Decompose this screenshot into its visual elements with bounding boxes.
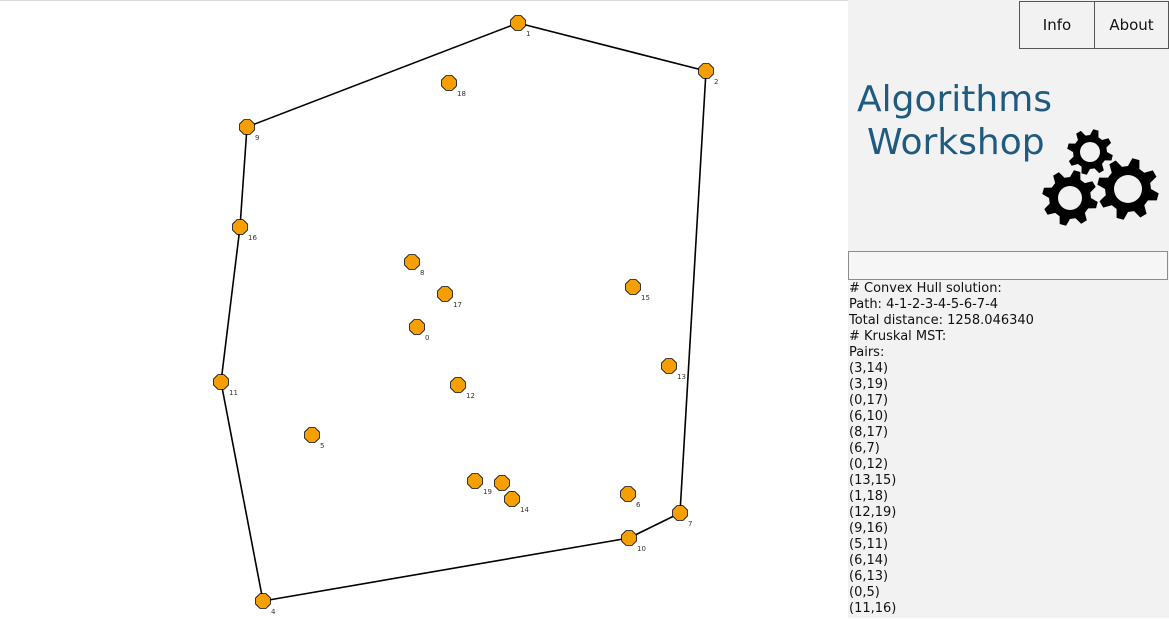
node-label-15: 15 (641, 294, 650, 302)
hull-edge-16-9 (239, 126, 248, 228)
output-line: (3,19) (849, 377, 889, 392)
node-label-14: 14 (520, 506, 529, 514)
graph-node-17[interactable] (437, 286, 453, 302)
graph-node-16[interactable] (232, 219, 248, 235)
output-line: (13,15) (849, 473, 897, 488)
output-line: (6,14) (849, 553, 889, 568)
output-line: (0,17) (849, 393, 889, 408)
node-label-9: 9 (255, 134, 259, 142)
graph-node-2[interactable] (698, 63, 714, 79)
app-title-line2: Workshop (867, 122, 1045, 163)
info-button[interactable]: Info (1019, 1, 1095, 49)
graph-node-14[interactable] (504, 491, 520, 507)
node-label-11: 11 (229, 389, 238, 397)
graph-node-4[interactable] (255, 593, 271, 609)
node-label-18: 18 (457, 90, 466, 98)
command-input[interactable] (848, 251, 1168, 280)
graph-node-6[interactable] (620, 486, 636, 502)
graph-node-7[interactable] (672, 505, 688, 521)
output-line: (0,5) (849, 585, 880, 600)
output-line: (3,14) (849, 361, 889, 376)
hull-edge-2-7 (679, 70, 707, 514)
hull-edge-10-4 (262, 537, 630, 602)
graph-node-1[interactable] (510, 15, 526, 31)
output-line: (9,16) (849, 521, 889, 536)
graph-node-3[interactable] (494, 475, 510, 491)
output-log: # Convex Hull solution: Path: 4-1-2-3-4-5… (849, 281, 1167, 617)
output-line: (0,12) (849, 457, 889, 472)
hull-edge-1-2 (517, 22, 707, 72)
graph-node-15[interactable] (625, 279, 641, 295)
output-line: (6,13) (849, 569, 889, 584)
node-label-19: 19 (483, 488, 492, 496)
output-line: (1,18) (849, 489, 889, 504)
hull-edge-11-16 (220, 226, 241, 383)
graph-node-9[interactable] (239, 119, 255, 135)
graph-node-5[interactable] (304, 427, 320, 443)
node-label-7: 7 (688, 520, 692, 528)
output-line: (12,19) (849, 505, 897, 520)
node-label-6: 6 (636, 501, 641, 509)
node-label-8: 8 (420, 269, 424, 277)
node-label-16: 16 (248, 234, 257, 242)
output-line: # Kruskal MST: (849, 329, 947, 344)
graph-node-0[interactable] (409, 319, 425, 335)
output-line: Pairs: (849, 345, 885, 360)
output-line: (8,17) (849, 425, 889, 440)
node-label-13: 13 (677, 373, 686, 381)
graph-svg[interactable]: 012345678910111213141516171819 (0, 1, 848, 619)
node-label-12: 12 (466, 392, 475, 400)
output-line: (11,16) (849, 601, 897, 616)
graph-node-10[interactable] (621, 530, 637, 546)
hull-edge-9-1 (246, 22, 519, 128)
output-line: Path: 4-1-2-3-4-5-6-7-4 (849, 297, 999, 312)
output-line: # Convex Hull solution: (849, 281, 1002, 296)
app-title: Algorithms Workshop (857, 78, 1077, 164)
node-label-10: 10 (637, 545, 646, 553)
gear-left-icon (1042, 170, 1098, 226)
about-button[interactable]: About (1094, 1, 1169, 49)
output-line: (6,7) (849, 441, 880, 456)
hull-edge-7-10 (628, 512, 681, 539)
app-title-line1: Algorithms (857, 79, 1053, 120)
gear-right-icon (1097, 158, 1159, 220)
graph-canvas[interactable]: 012345678910111213141516171819 (0, 0, 848, 618)
output-line: (6,10) (849, 409, 889, 424)
output-line: (5,11) (849, 537, 889, 552)
hull-edge-4-11 (220, 381, 264, 602)
gears-icon (1042, 129, 1159, 226)
graph-node-18[interactable] (441, 75, 457, 91)
node-label-17: 17 (453, 301, 462, 309)
graph-node-19[interactable] (467, 473, 483, 489)
side-panel: Info About Algorithms Workshop # Convex … (848, 0, 1169, 618)
node-label-5: 5 (320, 442, 324, 450)
output-line: Total distance: 1258.046340 (849, 313, 1034, 328)
graph-node-11[interactable] (213, 374, 229, 390)
graph-node-8[interactable] (404, 254, 420, 270)
node-label-1: 1 (526, 30, 530, 38)
node-label-0: 0 (425, 334, 429, 342)
graph-node-13[interactable] (661, 358, 677, 374)
node-label-4: 4 (271, 608, 276, 616)
node-label-2: 2 (714, 78, 718, 86)
graph-node-12[interactable] (450, 377, 466, 393)
gear-small-icon (1067, 129, 1113, 175)
